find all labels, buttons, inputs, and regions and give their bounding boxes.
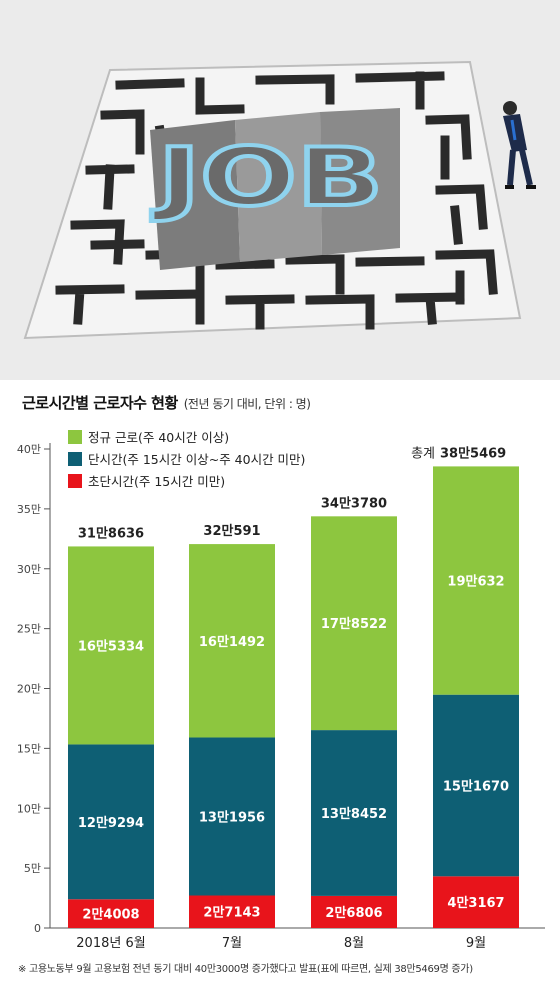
bar-segment [189,737,275,896]
bar-total-label: 38만5469 [440,445,506,461]
total-prefix-label: 총계 [411,446,435,461]
legend-label: 초단시간(주 15시간 미만) [88,474,225,489]
y-tick-label: 0 [34,922,41,935]
job-letters: JOB [149,129,385,226]
y-tick-label: 35만 [17,503,41,516]
bar-segment [68,899,154,928]
bar-value-label: 13만1956 [199,809,265,825]
footnote: ※ 고용노동부 9월 고용보험 전년 동기 대비 40만3000명 증가했다고 … [18,964,473,975]
bar-value-label: 13만8452 [321,806,387,822]
job-blocks [150,108,400,270]
bar-value-label: 15만1670 [443,778,509,794]
bar-segment [68,546,154,745]
y-tick-label: 30만 [17,563,41,576]
legend-swatch [68,430,82,444]
chart-subtitle: (전년 동기 대비, 단위 : 명) [183,397,311,411]
legend-label: 정규 근로(주 40시간 이상) [88,430,229,445]
bar-value-label: 2만6806 [325,905,382,921]
chart-title-text: 근로시간별 근로자수 현황 [22,394,178,412]
bar-segment [311,895,397,928]
bar-value-label: 2만7143 [203,905,260,921]
bar-segment [68,744,154,900]
legend-swatch [68,452,82,466]
bar-total-label: 31만8636 [78,525,144,541]
bar-total-label: 34만3780 [321,495,387,511]
chart-title: 근로시간별 근로자수 현황 (전년 동기 대비, 단위 : 명) [22,392,311,413]
y-tick-label: 25만 [17,623,41,636]
y-tick-label: 15만 [17,742,41,755]
bar-total-label: 32만591 [203,523,260,539]
y-tick-label: 5만 [24,862,41,875]
x-category-label: 2018년 6월 [76,936,145,951]
legend-swatch [68,474,82,488]
maze-job-illustration: JOB [0,0,560,380]
y-tick-label: 40만 [17,443,41,456]
businessman-figure [503,101,536,189]
legend-label: 단시간(주 15시간 이상~주 40시간 미만) [88,452,305,467]
x-category-label: 9월 [466,936,486,951]
job-word: JOB [151,131,383,224]
x-category-label: 7월 [222,936,242,951]
bar-value-label: 16만5334 [78,638,144,654]
bar-value-label: 17만8522 [321,616,387,632]
bar-segment [433,466,519,695]
bar-segment [433,694,519,877]
x-category-label: 8월 [344,936,364,951]
bar-segment [311,730,397,896]
bar-segment [311,516,397,731]
y-tick-label: 10만 [17,802,41,815]
maze-illustration-svg: JOB [23,60,536,340]
bar-segment [189,544,275,738]
bar-segment [433,876,519,928]
bar-segment [189,895,275,928]
y-tick-label: 20만 [17,683,41,696]
bar-value-label: 19만632 [447,574,504,590]
bar-value-label: 2만4008 [82,907,139,923]
bar-value-label: 16만1492 [199,634,265,650]
bar-value-label: 12만9294 [78,815,144,831]
bar-value-label: 4만3167 [447,895,504,911]
